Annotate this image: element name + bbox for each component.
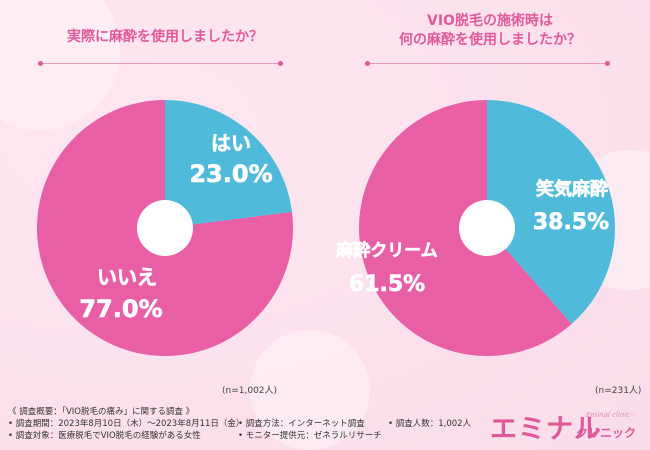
survey-people: • 調査人数：1,002人: [388, 419, 472, 429]
chart-2-label-a-value: 38.5%: [533, 210, 609, 235]
survey-provider: • モニター提供元：ゼネラルリサーチ: [238, 431, 382, 441]
survey-heading: 《 調査概要：「VIO脱毛の痛み」に関する調査 》: [8, 407, 195, 417]
chart-1-pie: はい 23.0% いいえ 77.0%: [36, 100, 293, 356]
chart-1-pie-slice-0: [165, 100, 292, 228]
chart-1-title-underline: [38, 61, 283, 66]
chart-2-title-line-2: 何の麻酔を使用しましたか？: [399, 32, 581, 48]
chart-2-title-line-1: VIO脱毛の施術時は: [427, 13, 553, 29]
chart-2-pie: 笑気麻酔 38.5% 麻酔クリーム 61.5%: [335, 100, 615, 356]
eminal-clinic-logo: エミナル Eminal clinic♡ クリニック: [490, 407, 636, 446]
chart-1-title: 実際に麻酔を使用しましたか？: [67, 29, 263, 45]
chart-1-label-no-value: 77.0%: [79, 295, 162, 323]
chart-2-pie-slice-0: [487, 100, 615, 325]
chart-2-label-a-cat: 笑気麻酔: [536, 178, 608, 200]
chart-1-label-no-cat: いいえ: [97, 265, 157, 289]
chart-2-label-b-cat: 麻酔クリーム: [335, 240, 438, 261]
chart-2-label-b-value: 61.5%: [349, 272, 425, 297]
logo-brand: エミナル: [490, 414, 602, 445]
chart-1-label-yes-value: 23.0%: [189, 160, 272, 188]
chart-2-title-underline: [365, 61, 610, 66]
logo-clinic: クリニック: [576, 426, 637, 440]
logo-english: Eminal clinic♡: [586, 411, 637, 419]
survey-target: • 調査対象：医療脱毛でVIO脱毛の経験がある女性: [8, 431, 201, 441]
chart-1-donut-hole: [137, 200, 193, 256]
chart-1-sample-size: (n=1,002人): [222, 386, 278, 396]
chart-1-label-yes-cat: はい: [211, 131, 251, 155]
survey-summary: 《 調査概要：「VIO脱毛の痛み」に関する調査 》 • 調査期間：2023年8月…: [8, 406, 471, 442]
chart-2-title: VIO脱毛の施術時は 何の麻酔を使用しましたか？: [370, 12, 610, 50]
chart-2-sample-size: (n=231人): [595, 386, 642, 396]
survey-period: • 調査期間：2023年8月10日（木）～2023年8月11日（金）: [8, 419, 245, 429]
survey-method: • 調査方法：インターネット調査: [238, 419, 365, 429]
chart-2-donut-hole: [459, 200, 515, 256]
